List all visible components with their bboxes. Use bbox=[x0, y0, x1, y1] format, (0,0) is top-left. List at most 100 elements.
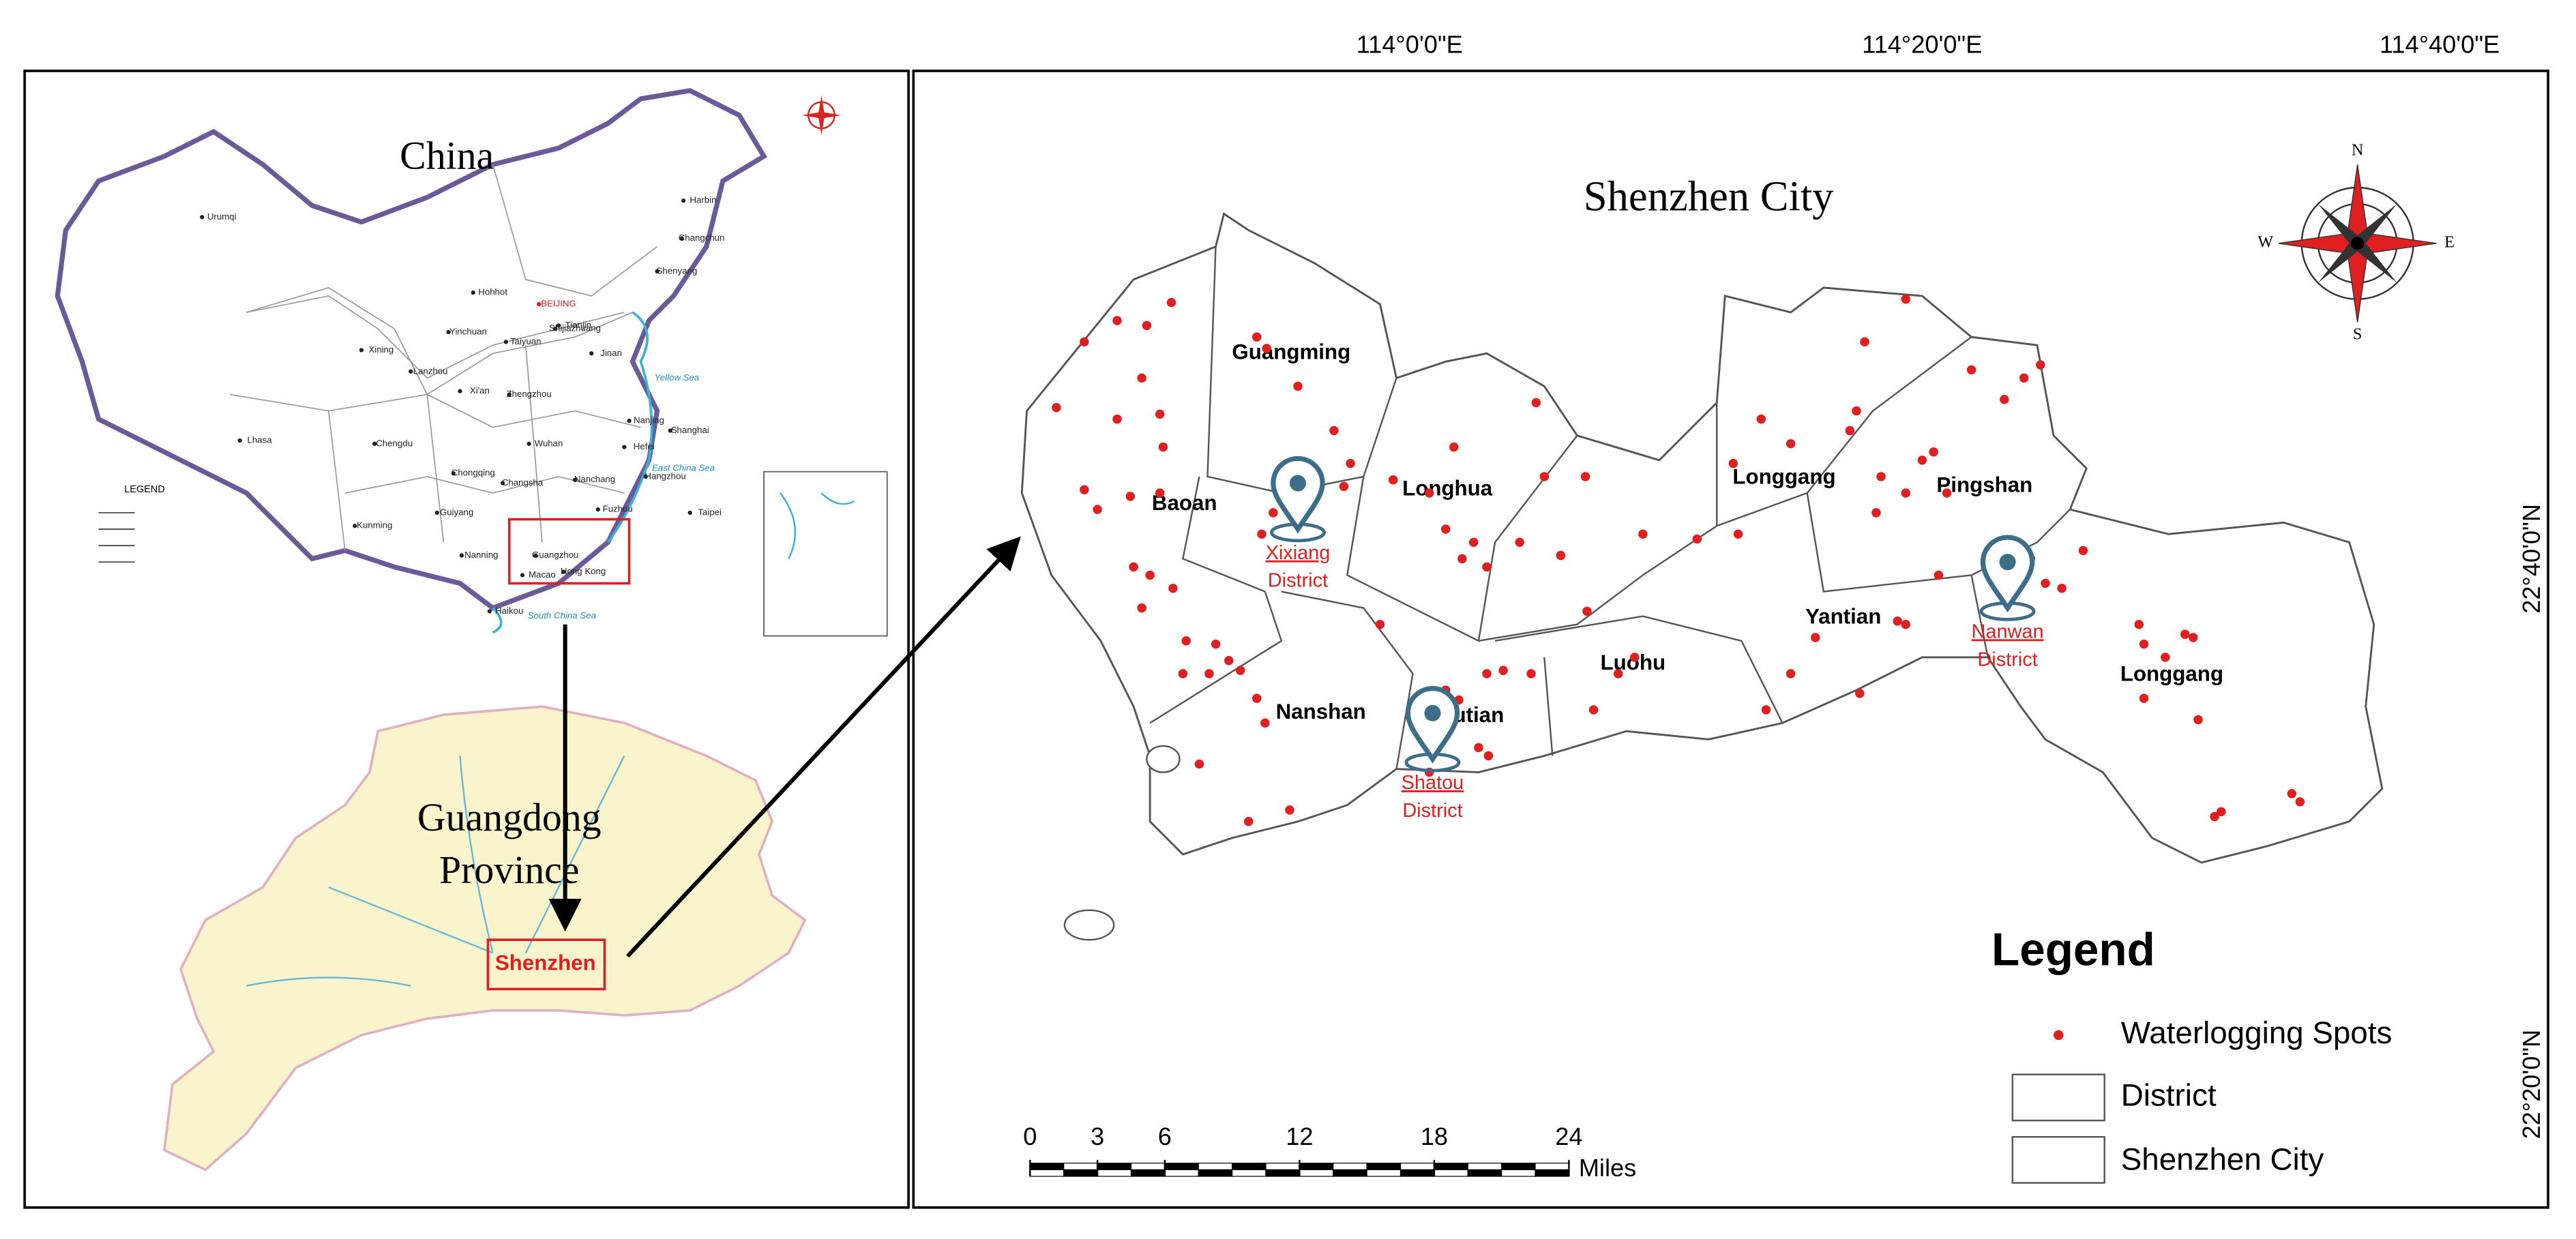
china-legend-lines bbox=[98, 511, 135, 563]
china-place-label: Zhengzhou bbox=[507, 389, 552, 399]
district-label: Nanshan bbox=[1276, 700, 1366, 723]
scale-tick-label: 18 bbox=[1421, 1122, 1448, 1150]
scale-bar-segment bbox=[1097, 1163, 1132, 1171]
waterlogging-spot bbox=[1194, 759, 1204, 769]
waterlogging-spot bbox=[1942, 488, 1952, 498]
map-title: Shenzhen City bbox=[1584, 173, 1835, 220]
legend-symbol bbox=[2054, 1030, 2064, 1041]
pin-center bbox=[1999, 554, 2016, 571]
waterlogging-spot bbox=[1204, 669, 1214, 678]
china-place-label: Harbin bbox=[690, 195, 716, 205]
waterlogging-spot bbox=[1449, 442, 1459, 452]
scale-bar-segment bbox=[1535, 1169, 1570, 1177]
guangdong-rivers bbox=[246, 755, 625, 987]
waterlogging-spot bbox=[1966, 365, 1977, 375]
china-place-label: Wuhan bbox=[535, 438, 563, 448]
waterlogging-spot bbox=[1269, 508, 1278, 518]
scale-bar-segment bbox=[1333, 1163, 1367, 1171]
waterlogging-spot bbox=[1112, 414, 1122, 424]
scale-bar-segment bbox=[1097, 1169, 1132, 1177]
waterlogging-spot bbox=[2035, 360, 2045, 370]
shenzhen-outline bbox=[1020, 212, 2384, 864]
waterlogging-spot bbox=[1876, 472, 1886, 481]
waterlogging-spot bbox=[1260, 718, 1270, 728]
waterlogging-spot bbox=[1329, 426, 1339, 436]
waterlogging-spot bbox=[1346, 458, 1355, 468]
waterlogging-spot bbox=[2057, 583, 2067, 593]
waterlogging-spot bbox=[1733, 529, 1743, 539]
guangdong-title: Guangdong bbox=[417, 795, 602, 839]
city-dot bbox=[487, 609, 492, 614]
waterlogging-spot bbox=[2287, 789, 2297, 798]
waterlogging-spot bbox=[2295, 797, 2305, 807]
waterlogging-spot bbox=[1243, 817, 1254, 826]
scale-bar-segment bbox=[1434, 1169, 1468, 1177]
china-place-label: Tianjin bbox=[565, 320, 592, 330]
scale-bar-segment bbox=[1265, 1163, 1300, 1171]
waterlogging-spot bbox=[1901, 295, 1910, 304]
waterlogging-spot bbox=[1257, 529, 1267, 539]
scale-bar-segment bbox=[1063, 1169, 1098, 1177]
city-dot bbox=[507, 392, 512, 397]
waterlogging-spot bbox=[1515, 537, 1524, 548]
city-dot bbox=[458, 389, 462, 393]
legend-label: Shenzhen City bbox=[2121, 1141, 2324, 1176]
waterlogging-spot bbox=[1080, 337, 1089, 347]
waterlogging-spot bbox=[1285, 805, 1294, 815]
china-place-label: Nanjing bbox=[634, 415, 664, 426]
scale-unit: Miles bbox=[1579, 1154, 1636, 1182]
scale-bar-segment bbox=[1333, 1169, 1367, 1177]
scale-bar-segment bbox=[1029, 1169, 1065, 1177]
waterlogging-spot bbox=[1339, 481, 1349, 492]
city-dot bbox=[520, 573, 525, 578]
waterlogging-spot bbox=[1252, 332, 1262, 342]
city-dot bbox=[572, 477, 578, 482]
china-place-label: Guiyang bbox=[440, 507, 473, 517]
waterlogging-spot bbox=[1168, 583, 1178, 593]
scale-bar-segment bbox=[1130, 1163, 1166, 1171]
china-place-label: Jinan bbox=[600, 348, 622, 358]
china-place-label: Shenyang bbox=[657, 265, 698, 275]
city-dot bbox=[561, 569, 566, 574]
latitude-label: 22°20'0"N bbox=[2517, 1030, 2545, 1139]
scale-bar-segment bbox=[1501, 1163, 1536, 1171]
china-place-label: Xi'an bbox=[470, 385, 490, 395]
scale-bar-segment bbox=[1265, 1169, 1300, 1177]
china-place-label: Changchun bbox=[679, 233, 725, 243]
waterlogging-spot bbox=[1934, 570, 1944, 580]
waterlogging-spot bbox=[1917, 456, 1927, 465]
waterlogging-spot bbox=[1474, 743, 1483, 753]
waterlogging-spot bbox=[2161, 653, 2170, 662]
waterlogging-spot bbox=[1125, 492, 1135, 501]
waterlogging-spot bbox=[1630, 653, 1640, 662]
city-dot bbox=[237, 438, 242, 443]
waterlogging-spot bbox=[1375, 619, 1385, 629]
waterlogging-spot bbox=[1855, 689, 1865, 698]
waterlogging-spot bbox=[1901, 488, 1910, 498]
waterlogging-spot bbox=[2139, 693, 2149, 703]
china-highlight-box bbox=[507, 518, 631, 585]
waterlogging-spot bbox=[1531, 398, 1541, 408]
waterlogging-spot bbox=[2078, 546, 2088, 556]
china-legend-title: LEGEND bbox=[124, 484, 164, 495]
scale-bar-segment bbox=[1535, 1163, 1570, 1171]
legend-title: Legend bbox=[1992, 924, 2155, 975]
china-place-label: Hohhot bbox=[478, 287, 507, 297]
city-dot bbox=[409, 369, 413, 374]
guangdong-title: Province bbox=[439, 848, 579, 892]
waterlogging-spot bbox=[1638, 529, 1648, 539]
city-dot bbox=[533, 553, 538, 558]
coast bbox=[492, 311, 653, 634]
china-place-label: Haikou bbox=[495, 606, 523, 616]
city-dot bbox=[595, 507, 600, 512]
china-place-label: Xining bbox=[368, 344, 394, 355]
scale-bar-segment bbox=[1299, 1169, 1334, 1177]
city-dot bbox=[527, 441, 531, 446]
location-pin bbox=[1980, 535, 2035, 613]
waterlogging-spot bbox=[1692, 534, 1702, 544]
compass-letter: S bbox=[2353, 325, 2362, 343]
city-dot bbox=[500, 481, 505, 486]
china-place-label: Kunming bbox=[357, 520, 392, 531]
china-place-label: Lanzhou bbox=[413, 365, 448, 376]
